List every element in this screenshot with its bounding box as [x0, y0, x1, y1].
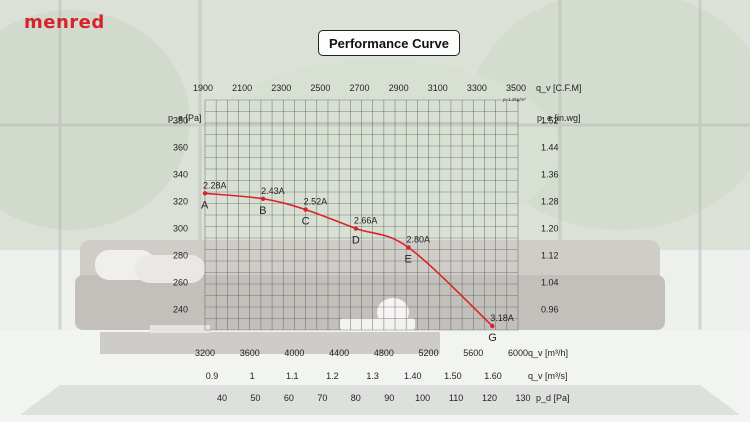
- right-axis-tick: 1.44: [541, 142, 559, 152]
- brand-logo: menred: [24, 12, 105, 33]
- left-axis-tick: 380: [173, 115, 188, 125]
- top-axis-tick: 3100: [428, 83, 448, 93]
- curve-point: [260, 196, 266, 201]
- bottom-axis-m3h-tick: 3600: [240, 348, 260, 358]
- point-current-label: 2.80A: [406, 234, 430, 244]
- right-axis-tick: 0.96: [541, 305, 559, 315]
- density-note: ρ=1.2kg/m³: [503, 97, 526, 102]
- bottom-axis-m3h-tick: 5600: [463, 348, 483, 358]
- left-axis-tick: 260: [173, 278, 188, 288]
- bottom-axis-pd-label: p_d [Pa]: [536, 393, 570, 403]
- bottom-axis-pd-tick: 90: [384, 393, 394, 403]
- left-axis-tick: 280: [173, 251, 188, 261]
- bottom-axis-m3h-tick: 3200: [195, 348, 215, 358]
- bottom-axis-m3s-tick: 1.2: [326, 371, 339, 381]
- top-axis-tick: 2700: [349, 83, 369, 93]
- curve-line: [204, 192, 493, 327]
- bottom-axis-pd-tick: 60: [284, 393, 294, 403]
- bottom-axis-m3s-tick: 1.1: [286, 371, 299, 381]
- top-axis-tick: 1900: [193, 83, 213, 93]
- point-letter-label: A: [201, 199, 209, 211]
- bottom-axis-m3s-tick: 0.9: [206, 371, 219, 381]
- bottom-axis-m3s-tick: 1.3: [366, 371, 379, 381]
- left-axis-tick: 240: [173, 305, 188, 315]
- left-axis-tick: 320: [173, 196, 188, 206]
- point-letter-label: G: [488, 332, 497, 344]
- bottom-axis-pd-tick: 130: [515, 393, 530, 403]
- top-axis-tick: 3500: [506, 83, 526, 93]
- right-axis-tick: 1.36: [541, 169, 559, 179]
- bottom-axis-pd-tick: 110: [449, 393, 463, 403]
- curve-point: [202, 191, 208, 196]
- point-current-label: 2.66A: [354, 216, 378, 226]
- top-axis-tick: 3300: [467, 83, 487, 93]
- top-axis-label: q_v [C.F.M]: [536, 83, 582, 93]
- bottom-axis-m3h-tick: 4400: [329, 348, 349, 358]
- chart-grid: [204, 99, 519, 331]
- right-axis-tick: 1.04: [541, 278, 559, 288]
- chart-title: Performance Curve: [318, 30, 460, 56]
- left-axis-label: p_e [Pa]: [168, 113, 202, 123]
- curve-point: [353, 226, 359, 231]
- bottom-axis-m3h-tick: 4000: [284, 348, 304, 358]
- point-current-label: 3.18A: [490, 313, 514, 323]
- bottom-axis-pd-tick: 80: [351, 393, 361, 403]
- bottom-axis-m3s-tick: 1.60: [484, 371, 502, 381]
- bottom-axis-pd-tick: 120: [482, 393, 497, 403]
- top-axis-tick: 2500: [310, 83, 330, 93]
- point-current-label: 2.52A: [304, 197, 328, 207]
- top-axis-tick: 2100: [232, 83, 252, 93]
- bottom-axis-m3h-label: q_v [m³/h]: [528, 348, 568, 358]
- left-axis-tick: 300: [173, 224, 188, 234]
- bottom-axis-pd-tick: 70: [317, 393, 327, 403]
- right-axis-label: p_e [in.wg]: [537, 113, 581, 123]
- bottom-axis-pd-tick: 50: [250, 393, 260, 403]
- chart-title-text: Performance Curve: [329, 35, 449, 51]
- right-axis-tick: 1.52: [541, 115, 559, 125]
- curve-point: [303, 207, 308, 212]
- top-axis-tick: 2900: [389, 83, 409, 93]
- point-letter-label: E: [404, 253, 411, 265]
- point-letter-label: B: [259, 205, 266, 217]
- chart-axes: 1900 2100 2300 2500 2700 2900 3100 3300 3500 q_v …: [168, 83, 582, 403]
- bottom-axis-m3s-label: q_v [m³/s]: [528, 371, 568, 381]
- bottom-axis-m3s-tick: 1.40: [404, 371, 422, 381]
- bottom-axis-m3s-tick: 1: [250, 371, 255, 381]
- right-axis-tick: 1.20: [541, 224, 559, 234]
- point-current-label: 2.43A: [261, 186, 285, 196]
- point-letter-label: D: [352, 235, 360, 247]
- bottom-axis-m3s-tick: 1.50: [444, 371, 462, 381]
- bottom-axis-pd-tick: 100: [415, 393, 430, 403]
- bottom-axis-pd-tick: 40: [217, 393, 227, 403]
- left-axis-tick: 340: [173, 169, 188, 179]
- point-current-label: 2.28A: [203, 180, 227, 190]
- curve-point: [490, 323, 495, 329]
- point-letter-label: C: [302, 216, 310, 228]
- performance-curve: 2.28A A 2.43A B 2.52A C 2.66A D 2.80A E 3.18A G: [201, 180, 514, 344]
- bottom-axis-m3h-tick: 5200: [419, 348, 439, 358]
- curve-point: [406, 245, 411, 250]
- bottom-axis-m3h-tick: 4800: [374, 348, 394, 358]
- right-axis-tick: 1.12: [541, 251, 559, 261]
- bottom-axis-m3h-tick: 6000: [508, 348, 528, 358]
- left-axis-tick: 360: [173, 142, 188, 152]
- right-axis-tick: 1.28: [541, 196, 559, 206]
- top-axis-tick: 2300: [271, 83, 291, 93]
